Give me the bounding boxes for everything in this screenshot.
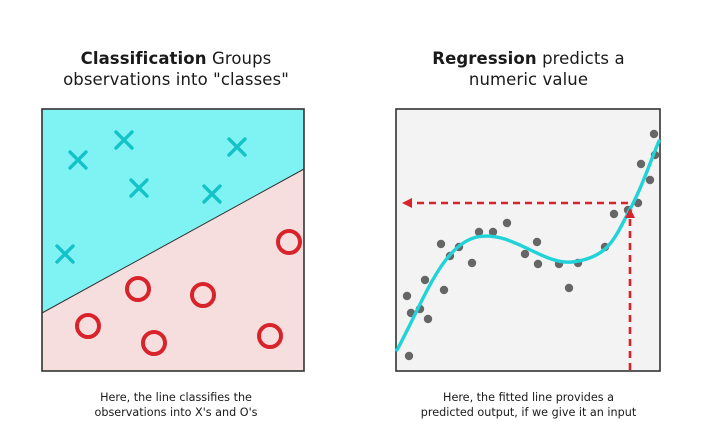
regression-title-line2: numeric value	[468, 70, 589, 89]
data-point	[564, 283, 574, 293]
x-mark-icon	[129, 178, 149, 198]
data-point	[436, 239, 446, 249]
data-point	[474, 227, 484, 237]
classification-title: Classification Groups observations into …	[0, 48, 352, 90]
classification-title-rest: Groups	[211, 49, 272, 68]
x-mark-icon	[55, 244, 75, 264]
regression-caption: Here, the fitted line provides a predict…	[352, 390, 705, 420]
data-point	[502, 218, 512, 228]
data-point	[520, 249, 530, 259]
o-circle-icon	[141, 330, 167, 356]
data-point	[420, 275, 430, 285]
class-region-lower	[42, 169, 304, 371]
data-point	[423, 314, 433, 324]
x-mark-icon	[202, 184, 222, 204]
data-point	[533, 259, 543, 269]
data-point	[636, 159, 646, 169]
classification-title-line2: observations into "classes"	[63, 70, 289, 89]
classification-caption-line2: observations into X's and O's	[94, 406, 258, 419]
x-mark-icon	[68, 150, 88, 170]
plot-frame	[395, 108, 661, 372]
regression-title-bold: Regression	[432, 49, 537, 68]
data-point	[532, 237, 542, 247]
regression-title-rest: predicts a	[542, 49, 625, 68]
data-point	[649, 129, 659, 139]
x-mark-icon	[227, 137, 247, 157]
data-point	[402, 291, 412, 301]
data-point	[439, 285, 449, 295]
class-region-upper	[42, 109, 304, 313]
data-point	[645, 175, 655, 185]
decision-boundary	[41, 168, 305, 314]
classification-diagram	[41, 108, 305, 372]
data-point	[404, 351, 414, 361]
o-circle-icon	[75, 313, 101, 339]
regression-title: Regression predicts a numeric value	[352, 48, 705, 90]
regression-caption-line2: predicted output, if we give it an input	[420, 406, 637, 419]
o-circle-icon	[276, 229, 302, 255]
fitted-line	[395, 139, 661, 352]
plot-frame	[41, 108, 305, 372]
classification-title-bold: Classification	[80, 49, 207, 68]
regression-caption-line1: Here, the fitted line provides a	[443, 391, 614, 404]
o-circle-icon	[257, 323, 283, 349]
classification-caption: Here, the line classifies the observatio…	[0, 390, 352, 420]
x-mark-icon	[114, 130, 134, 150]
o-circle-icon	[125, 276, 151, 302]
regression-diagram	[395, 108, 661, 372]
o-circle-icon	[190, 282, 216, 308]
data-point	[488, 227, 498, 237]
data-point	[609, 209, 619, 219]
classification-caption-line1: Here, the line classifies the	[100, 391, 252, 404]
data-point	[467, 258, 477, 268]
